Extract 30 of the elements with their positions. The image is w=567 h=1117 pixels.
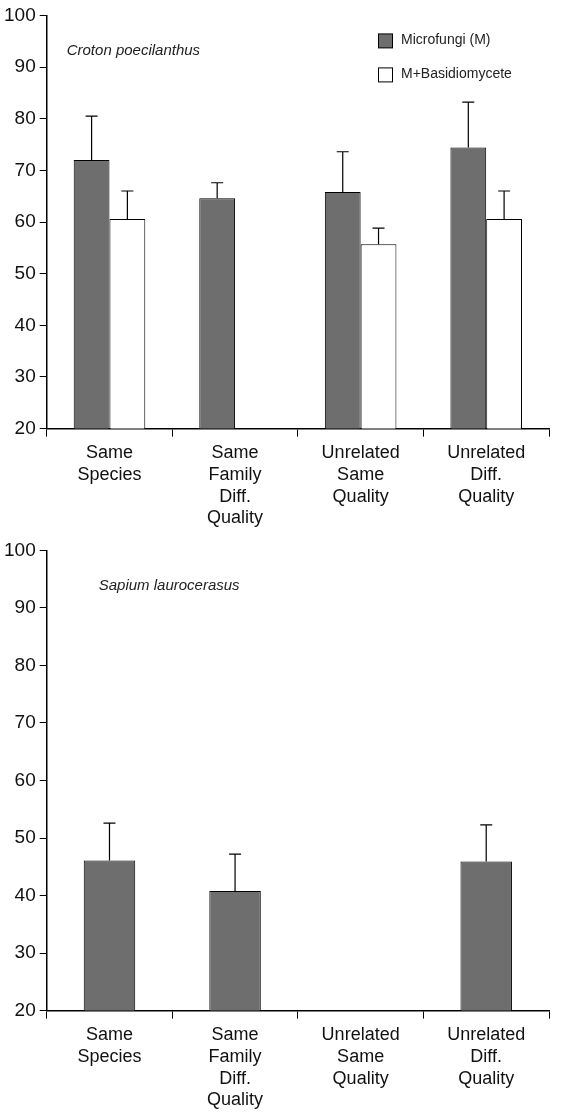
y-tick-label: 80	[14, 653, 36, 675]
y-tick-label: 20	[14, 998, 36, 1020]
x-tick-label: Same Family Diff. Quality	[207, 442, 264, 528]
y-tick-label: 40	[14, 313, 36, 335]
y-tick-label: 20	[14, 416, 36, 438]
y-tick-label: 70	[14, 158, 36, 180]
x-tick-label: Same Family Diff. Quality	[207, 1024, 264, 1110]
x-tick-label: Same Species	[77, 1024, 142, 1066]
y-tick-label: 60	[14, 768, 36, 790]
y-tick-label: 50	[14, 261, 36, 283]
annotation: Sapium laurocerasus	[98, 575, 241, 593]
x-tick-label: Unrelated Diff. Quality	[447, 1024, 526, 1088]
x-tick-label: Unrelated Diff. Quality	[447, 442, 526, 506]
y-tick-label: 80	[14, 106, 36, 128]
annotation: Croton poecilanthus	[66, 40, 201, 58]
legend-label: Microfungi (M)	[401, 31, 491, 48]
y-tick-label: 100	[4, 3, 36, 25]
legend-label: M+Basidiomycete	[401, 65, 513, 82]
y-tick-label: 90	[14, 55, 36, 77]
x-tick-label: Unrelated Same Quality	[321, 442, 400, 506]
y-tick-label: 70	[14, 711, 36, 733]
x-tick-label: Same Species	[77, 442, 142, 484]
y-tick-label: 40	[14, 883, 36, 905]
y-tick-label: 60	[14, 210, 36, 232]
y-tick-label: 90	[14, 596, 36, 618]
y-tick-label: 30	[14, 941, 36, 963]
x-tick-label: Unrelated Same Quality	[321, 1024, 400, 1088]
y-tick-label: 30	[14, 365, 36, 387]
y-tick-label: 100	[4, 538, 36, 560]
y-tick-label: 50	[14, 826, 36, 848]
